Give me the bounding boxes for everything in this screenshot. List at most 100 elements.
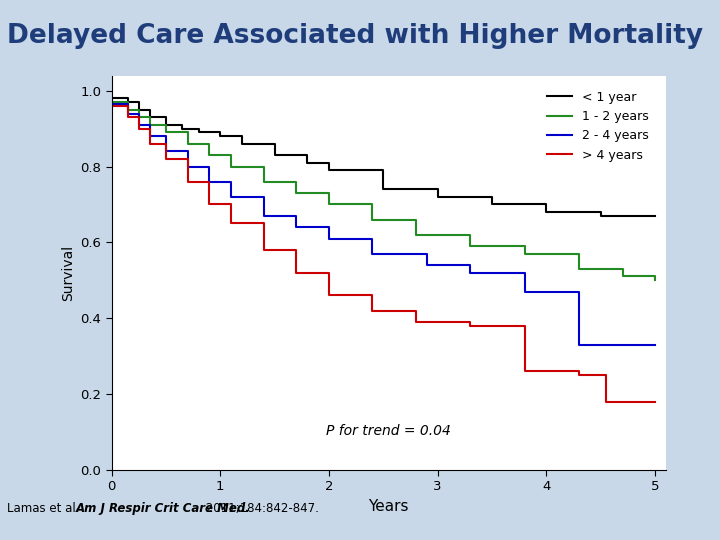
2 - 4 years	[629, 341, 638, 348]
1 - 2 years	[145, 114, 154, 120]
2 - 4 years	[466, 269, 474, 276]
> 4 years	[205, 179, 214, 185]
Text: Delayed Care Associated with Higher Mortality: Delayed Care Associated with Higher Mort…	[7, 23, 703, 49]
1 - 2 years	[368, 217, 377, 223]
1 - 2 years	[124, 106, 132, 113]
X-axis label: Years: Years	[369, 499, 409, 514]
Line: > 4 years: > 4 years	[112, 106, 655, 402]
> 4 years	[184, 179, 192, 185]
2 - 4 years	[227, 179, 235, 185]
> 4 years	[292, 247, 301, 253]
< 1 year	[194, 129, 203, 136]
> 4 years	[292, 269, 301, 276]
1 - 2 years	[161, 122, 170, 128]
Text: Am J Respir Crit Care Med.: Am J Respir Crit Care Med.	[76, 502, 251, 515]
Line: < 1 year: < 1 year	[112, 98, 655, 216]
> 4 years	[227, 220, 235, 227]
1 - 2 years	[135, 114, 143, 120]
> 4 years	[205, 201, 214, 208]
> 4 years	[521, 368, 529, 375]
> 4 years	[602, 399, 611, 405]
1 - 2 years	[651, 277, 660, 284]
< 1 year	[238, 133, 246, 139]
1 - 2 years	[521, 243, 529, 249]
1 - 2 years	[412, 217, 420, 223]
> 4 years	[107, 103, 116, 109]
> 4 years	[575, 368, 583, 375]
< 1 year	[325, 159, 333, 166]
> 4 years	[575, 372, 583, 379]
< 1 year	[161, 114, 170, 120]
2 - 4 years	[107, 101, 116, 107]
Text: Lamas et al.: Lamas et al.	[7, 502, 84, 515]
2 - 4 years	[161, 148, 170, 154]
< 1 year	[433, 194, 442, 200]
1 - 2 years	[292, 179, 301, 185]
2 - 4 years	[205, 163, 214, 170]
> 4 years	[145, 140, 154, 147]
1 - 2 years	[412, 232, 420, 238]
< 1 year	[433, 186, 442, 193]
2 - 4 years	[575, 288, 583, 295]
< 1 year	[161, 122, 170, 128]
< 1 year	[303, 152, 312, 158]
1 - 2 years	[184, 129, 192, 136]
Legend: < 1 year, 1 - 2 years, 2 - 4 years, > 4 years: < 1 year, 1 - 2 years, 2 - 4 years, > 4 …	[542, 86, 654, 166]
> 4 years	[184, 156, 192, 162]
2 - 4 years	[325, 224, 333, 231]
2 - 4 years	[423, 262, 431, 268]
1 - 2 years	[227, 163, 235, 170]
< 1 year	[596, 209, 605, 215]
> 4 years	[325, 269, 333, 276]
2 - 4 years	[259, 194, 268, 200]
< 1 year	[542, 201, 551, 208]
2 - 4 years	[521, 269, 529, 276]
> 4 years	[227, 201, 235, 208]
< 1 year	[651, 213, 660, 219]
> 4 years	[124, 103, 132, 109]
2 - 4 years	[124, 101, 132, 107]
Line: 1 - 2 years: 1 - 2 years	[112, 102, 655, 280]
< 1 year	[216, 129, 225, 136]
1 - 2 years	[161, 129, 170, 136]
> 4 years	[412, 319, 420, 325]
> 4 years	[259, 220, 268, 227]
1 - 2 years	[651, 273, 660, 280]
> 4 years	[325, 292, 333, 299]
1 - 2 years	[575, 266, 583, 272]
> 4 years	[412, 307, 420, 314]
2 - 4 years	[423, 251, 431, 257]
2 - 4 years	[368, 235, 377, 242]
> 4 years	[651, 399, 660, 405]
1 - 2 years	[618, 266, 627, 272]
1 - 2 years	[145, 122, 154, 128]
1 - 2 years	[205, 140, 214, 147]
1 - 2 years	[575, 251, 583, 257]
< 1 year	[325, 167, 333, 173]
1 - 2 years	[227, 152, 235, 158]
2 - 4 years	[575, 341, 583, 348]
> 4 years	[634, 399, 643, 405]
< 1 year	[178, 122, 186, 128]
< 1 year	[145, 106, 154, 113]
> 4 years	[368, 307, 377, 314]
> 4 years	[161, 156, 170, 162]
Y-axis label: Survival: Survival	[60, 245, 75, 301]
< 1 year	[270, 152, 279, 158]
2 - 4 years	[227, 194, 235, 200]
< 1 year	[178, 125, 186, 132]
> 4 years	[368, 292, 377, 299]
2 - 4 years	[145, 133, 154, 139]
1 - 2 years	[205, 152, 214, 158]
1 - 2 years	[368, 201, 377, 208]
> 4 years	[466, 322, 474, 329]
< 1 year	[379, 186, 387, 193]
2 - 4 years	[651, 341, 660, 348]
> 4 years	[135, 114, 143, 120]
1 - 2 years	[184, 140, 192, 147]
2 - 4 years	[259, 213, 268, 219]
< 1 year	[194, 125, 203, 132]
1 - 2 years	[466, 243, 474, 249]
1 - 2 years	[259, 163, 268, 170]
2 - 4 years	[466, 262, 474, 268]
